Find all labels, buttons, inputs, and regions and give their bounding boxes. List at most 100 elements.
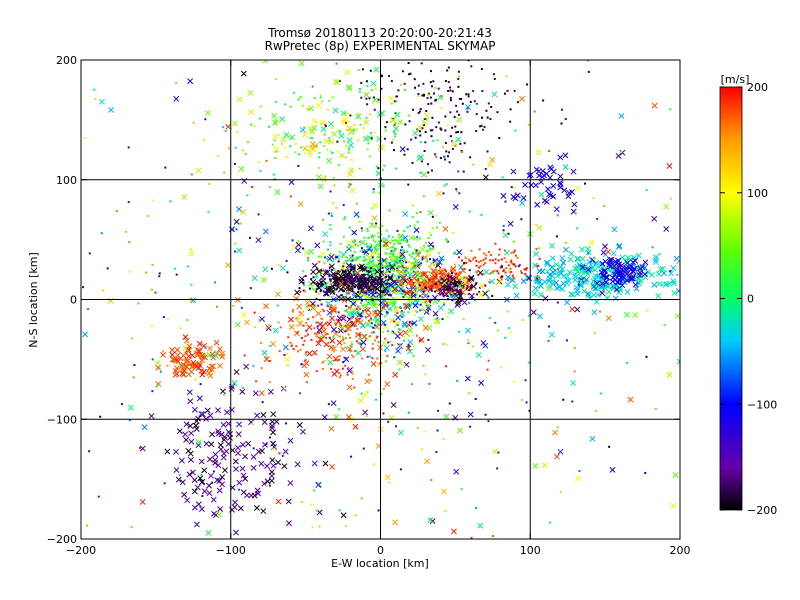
data-point-dot (365, 271, 368, 274)
data-point-dot (257, 161, 260, 164)
data-point-dot (411, 60, 414, 62)
data-point-x (441, 488, 448, 495)
data-point-x (191, 406, 198, 413)
data-point-x (605, 248, 612, 255)
data-point-dot (377, 268, 380, 271)
data-point-dot (350, 158, 353, 161)
data-point-dot (392, 131, 395, 134)
data-point-dot (194, 378, 197, 381)
data-point-x (239, 465, 246, 472)
data-point-dot (315, 297, 318, 300)
data-point-dot (535, 248, 538, 251)
data-point-dot (430, 135, 433, 138)
data-point-dot (608, 445, 611, 448)
data-point-dot (332, 176, 335, 179)
data-point-dot (381, 264, 384, 267)
data-point-x (541, 197, 548, 204)
x-tick-label: 0 (377, 544, 384, 557)
data-point-dot (350, 343, 353, 346)
data-point-dot (346, 373, 349, 376)
data-point-dot (366, 268, 369, 271)
data-point-dot (296, 331, 299, 334)
data-point-dot (365, 249, 368, 252)
data-point-dot (352, 268, 355, 271)
data-point-x (403, 289, 410, 296)
data-point-dot (422, 290, 425, 293)
data-point-x (395, 347, 402, 354)
data-point-dot (422, 82, 425, 85)
data-point-dot (645, 355, 648, 358)
data-point-x (363, 249, 370, 256)
data-point-dot (449, 293, 452, 296)
data-point-dot (479, 265, 482, 268)
data-point-dot (289, 195, 292, 198)
data-point-dot (369, 270, 372, 273)
data-point-dot (387, 341, 390, 344)
data-point-x (611, 263, 618, 270)
data-point-dot (403, 153, 406, 156)
data-point-dot (541, 294, 544, 297)
data-point-dot (391, 252, 394, 255)
data-point-x (397, 268, 404, 275)
data-point-dot (316, 121, 319, 124)
data-point-x (347, 142, 354, 149)
data-point-x (457, 427, 464, 434)
data-point-dot (455, 190, 458, 193)
data-point-dot (483, 252, 486, 255)
data-point-x (350, 300, 357, 307)
data-point-dot (524, 272, 527, 275)
data-point-dot (317, 304, 320, 307)
y-tick-label: −100 (47, 413, 77, 426)
data-point-dot (342, 282, 345, 285)
data-point-dot (94, 97, 97, 100)
data-point-dot (279, 326, 282, 329)
data-point-x (187, 456, 194, 463)
data-point-dot (392, 273, 395, 276)
data-point-dot (304, 359, 307, 362)
data-point-dot (422, 94, 425, 97)
data-point-dot (430, 267, 433, 270)
data-point-x (328, 254, 335, 260)
data-point-dot (315, 321, 318, 324)
data-point-x (172, 372, 179, 379)
data-point-dot (320, 330, 323, 333)
data-point-dot (357, 293, 360, 296)
data-point-x (467, 411, 474, 418)
data-point-x (651, 215, 658, 222)
data-point-x (301, 362, 308, 369)
data-point-dot (420, 160, 423, 163)
data-point-dot (556, 214, 559, 217)
data-point-dot (408, 320, 411, 323)
data-point-dot (330, 212, 333, 215)
data-point-x (198, 411, 205, 418)
data-point-x (631, 254, 638, 261)
data-point-x (237, 505, 244, 512)
data-point-dot (152, 199, 155, 202)
data-point-x (186, 343, 193, 350)
data-point-dot (381, 266, 384, 269)
data-point-x (399, 146, 406, 153)
data-point-dot (175, 273, 178, 276)
data-point-x (241, 312, 247, 318)
data-point-dot (265, 443, 268, 446)
data-point-x (349, 243, 356, 250)
data-point-dot (301, 501, 304, 504)
data-point-dot (278, 350, 281, 353)
data-point-x (661, 270, 667, 277)
data-point-x (307, 125, 314, 132)
data-point-x (548, 331, 555, 338)
data-point-dot (357, 113, 360, 116)
data-point-dot (374, 225, 377, 228)
data-point-dot (446, 69, 449, 72)
data-point-dot (239, 222, 242, 225)
data-point-dot (102, 289, 105, 292)
data-point-dot (440, 287, 443, 290)
data-point-dot (200, 473, 203, 476)
data-point-dot (360, 392, 363, 395)
data-point-dot (352, 284, 355, 287)
colorbar-tick-label: 100 (747, 187, 768, 200)
data-point-dot (324, 175, 327, 178)
data-point-dot (475, 264, 478, 267)
data-point-x (279, 116, 286, 123)
data-point-x (287, 316, 294, 323)
